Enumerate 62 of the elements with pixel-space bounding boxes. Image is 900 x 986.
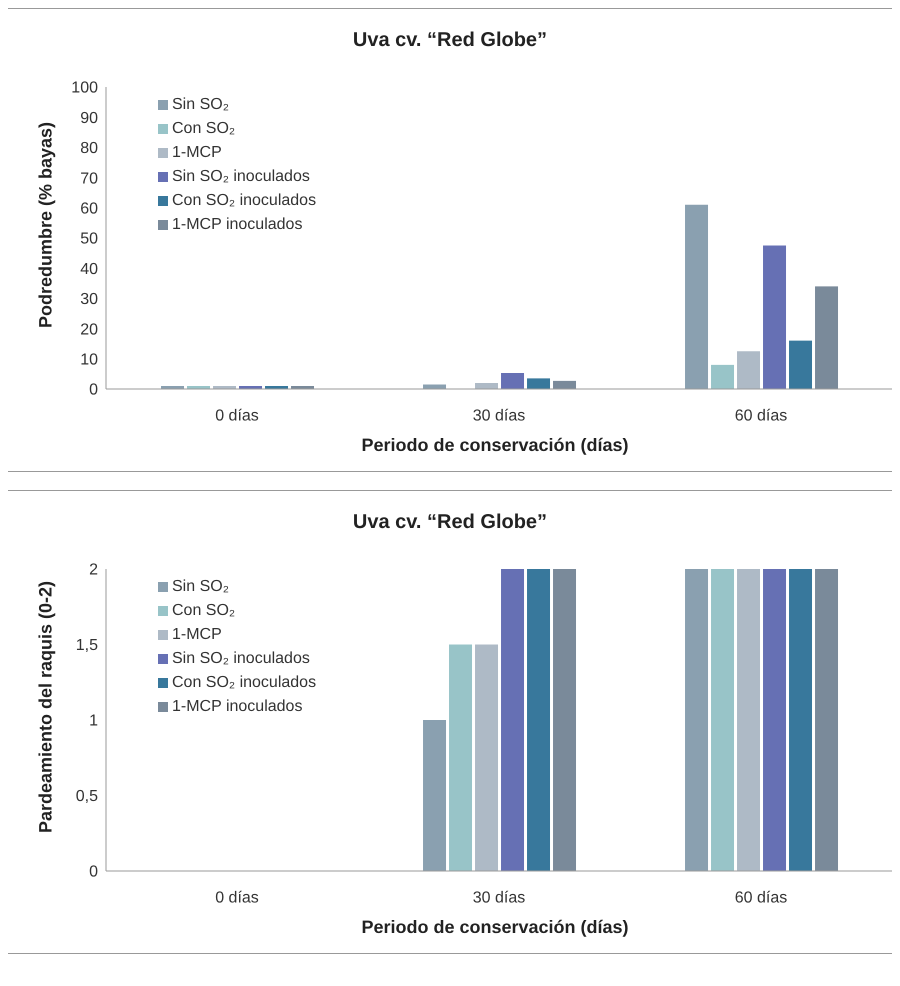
legend-label: Sin SO₂ inoculados: [172, 650, 310, 667]
bar: [789, 340, 812, 389]
y-axis-title: Pardeamiento del raquis (0-2): [36, 580, 56, 834]
x-axis-title: Periodo de conservación (días): [360, 917, 630, 938]
y-tick-label: 40: [80, 260, 98, 278]
legend-label: Con SO₂ inoculados: [172, 192, 316, 209]
y-tick-label: 90: [80, 110, 98, 127]
y-tick-label: 100: [71, 80, 98, 97]
y-tick-label: 60: [80, 200, 98, 218]
legend-label: Sin SO₂ inoculados: [172, 168, 310, 185]
y-axis-title: Podredumbre (% bayas): [36, 122, 56, 328]
legend-label: Sin SO₂: [172, 578, 229, 595]
x-tick-label: 30 días: [472, 407, 526, 424]
x-tick-label: 60 días: [734, 407, 788, 424]
x-axis-title: Periodo de conservación (días): [360, 435, 630, 456]
bar: [737, 569, 760, 871]
bar: [737, 351, 760, 389]
bar: [763, 246, 786, 389]
y-tick-label: 1: [89, 712, 98, 730]
legend-label: Con SO₂: [172, 120, 236, 137]
x-tick-label: 60 días: [734, 889, 788, 906]
bar: [475, 382, 498, 389]
bar: [763, 569, 786, 871]
bar: [815, 286, 838, 389]
bar: [423, 720, 446, 871]
bar: [501, 569, 524, 871]
y-tick-label: 30: [80, 291, 98, 308]
bar: [685, 569, 708, 871]
legend-label: 1-MCP inoculados: [172, 216, 302, 233]
y-tick-label: 50: [80, 230, 98, 248]
bar: [527, 378, 550, 389]
y-tick-label: 0,5: [76, 788, 98, 806]
y-tick-label: 10: [80, 351, 98, 368]
bar: [815, 569, 838, 871]
bar: [527, 569, 550, 871]
y-tick-label: 80: [80, 140, 98, 158]
x-tick-label: 0 días: [215, 889, 259, 906]
y-tick-label: 2: [89, 562, 98, 579]
legend-label: Con SO₂ inoculados: [172, 674, 316, 691]
y-tick-label: 20: [80, 321, 98, 338]
bar: [449, 644, 472, 871]
y-tick-label: 1,5: [76, 637, 98, 654]
bar: [711, 364, 734, 389]
bar: [501, 372, 524, 389]
chart-title: Uva cv. “Red Globe”: [352, 511, 548, 534]
x-tick-label: 30 días: [472, 889, 526, 906]
bar: [711, 569, 734, 871]
y-tick-label: 0: [89, 382, 98, 399]
bar: [685, 204, 708, 389]
bar: [553, 569, 576, 871]
bar: [475, 644, 498, 871]
legend-label: Con SO₂: [172, 602, 236, 619]
legend-label: 1-MCP inoculados: [172, 698, 302, 715]
x-tick-label: 0 días: [215, 407, 259, 424]
chart-title: Uva cv. “Red Globe”: [352, 29, 548, 52]
bar: [553, 380, 576, 389]
y-tick-label: 0: [89, 864, 98, 881]
bar: [789, 569, 812, 871]
legend-label: Sin SO₂: [172, 96, 229, 113]
y-tick-label: 70: [80, 170, 98, 188]
legend-label: 1-MCP: [172, 626, 222, 643]
legend-label: 1-MCP: [172, 144, 222, 161]
